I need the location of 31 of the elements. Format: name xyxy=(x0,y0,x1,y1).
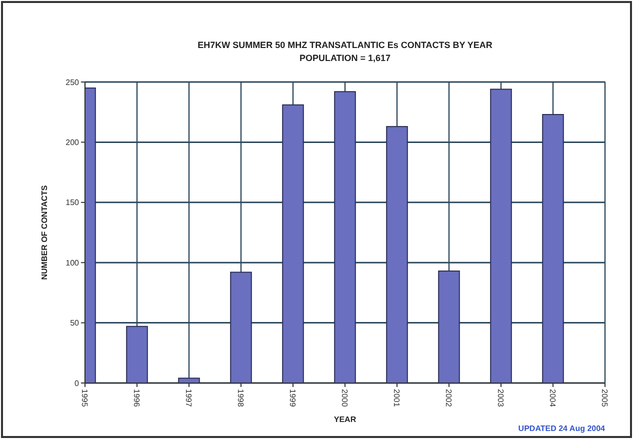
x-tick-label: 2005 xyxy=(600,389,610,408)
bar xyxy=(126,326,148,383)
text: UPDATED 24 Aug 2004 xyxy=(518,424,606,433)
bar xyxy=(334,91,356,383)
x-tick-label: 1997 xyxy=(184,389,194,408)
y-tick-label: 0 xyxy=(74,378,80,388)
x-tick-label: 1998 xyxy=(236,389,246,408)
chart-subtitle: POPULATION = 1,617 xyxy=(299,53,391,63)
x-tick-label: 1996 xyxy=(132,389,142,408)
bar xyxy=(386,126,408,383)
x-axis-title: YEAR xyxy=(334,415,356,424)
x-tick-label: 2002 xyxy=(444,389,454,408)
bar xyxy=(282,104,304,383)
y-axis-title: NUMBER OF CONTACTS xyxy=(40,184,49,280)
y-tick-label: 150 xyxy=(66,198,80,208)
x-tick-label: 2004 xyxy=(548,389,558,408)
y-tick-label: 250 xyxy=(66,78,80,87)
x-tick-label: 2001 xyxy=(392,389,402,408)
y-tick-label: 50 xyxy=(70,318,80,328)
bar xyxy=(542,114,564,383)
y-tick-label: 200 xyxy=(66,138,80,147)
bar xyxy=(490,88,512,383)
bar xyxy=(178,378,200,383)
y-tick-label: 100 xyxy=(66,258,80,268)
x-tick-label: 1999 xyxy=(288,389,298,408)
bar xyxy=(438,270,460,383)
x-tick-label: 2003 xyxy=(496,389,506,408)
x-tick-label: 1995 xyxy=(80,389,90,408)
chart-title: EH7KW SUMMER 50 MHZ TRANSATLANTIC Es CONTACTS BY YEAR xyxy=(198,40,493,50)
bar xyxy=(230,272,252,383)
x-tick-label: 2000 xyxy=(340,389,350,408)
